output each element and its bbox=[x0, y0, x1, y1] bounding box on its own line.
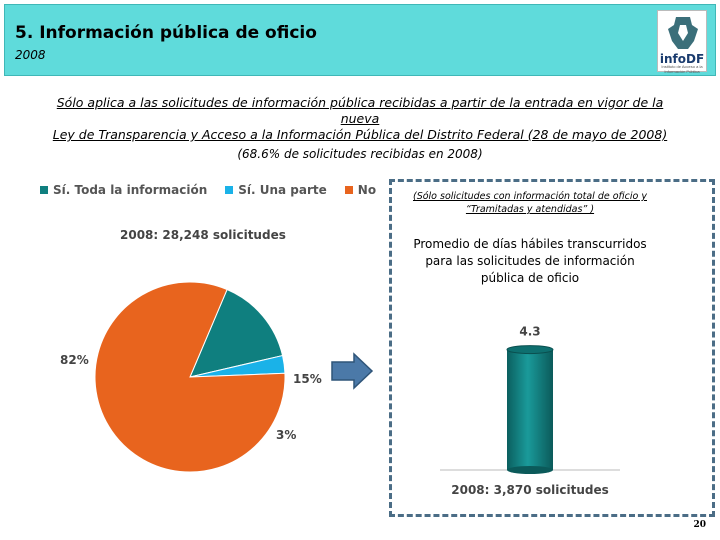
page-number: 20 bbox=[693, 520, 706, 530]
bar-chart: 4.3 bbox=[440, 325, 620, 474]
pie-slice-no bbox=[94, 281, 286, 473]
legend-swatch-orange bbox=[344, 186, 353, 194]
pie-label-toda: 15% bbox=[293, 372, 322, 386]
bar-heading-line-1: Promedio de días hábiles transcurridos bbox=[413, 237, 647, 251]
logo-subtext: Instituto de Acceso a la Información Púb… bbox=[661, 64, 703, 74]
logo-text: infoDF bbox=[659, 52, 705, 66]
right-arrow-icon bbox=[331, 352, 374, 390]
legend-label-parte: Sí. Una parte bbox=[238, 183, 327, 197]
legend-label-toda: Sí. Toda la información bbox=[53, 183, 208, 197]
panel-note-line-2: “Tramitadas y atendidas” ) bbox=[465, 204, 595, 215]
pie-label-no: 82% bbox=[60, 353, 89, 367]
bar-chart-title: 2008: 3,870 solicitudes bbox=[451, 483, 609, 497]
legend-item-parte: Sí. Una parte bbox=[225, 183, 327, 197]
pie-chart-title: 2008: 28,248 solicitudes bbox=[120, 228, 286, 242]
bar-2008 bbox=[507, 349, 553, 470]
pie-legend: Sí. Toda la información Sí. Una parte No bbox=[40, 183, 376, 197]
legend-item-toda: Sí. Toda la información bbox=[40, 183, 207, 197]
page-title: 5. Información pública de oficio bbox=[15, 23, 317, 43]
infodf-logo: infoDF Instituto de Acceso a la Informac… bbox=[657, 10, 707, 74]
page-year: 2008 bbox=[15, 48, 46, 62]
bar-heading-line-2: para las solicitudes de información bbox=[425, 254, 635, 268]
legend-label-no: No bbox=[357, 183, 377, 197]
pie-chart: 82% 15% 3% bbox=[60, 281, 322, 473]
panel-note: (Sólo solicitudes con información total … bbox=[400, 190, 660, 216]
description-line-1: Sólo aplica a las solicitudes de informa… bbox=[56, 95, 664, 126]
bar-2008-bottom bbox=[507, 466, 553, 474]
pie-label-parte: 3% bbox=[276, 428, 296, 442]
logo-emblem-icon bbox=[668, 17, 698, 49]
header-banner: 5. Información pública de oficio 2008 in… bbox=[4, 4, 716, 76]
legend-swatch-teal bbox=[40, 186, 48, 194]
office-info-panel bbox=[389, 179, 715, 517]
bar-chart-heading: Promedio de días hábiles transcurridos p… bbox=[405, 236, 655, 287]
panel-note-line-1: (Sólo solicitudes con información total … bbox=[412, 191, 647, 202]
scope-description: Sólo aplica a las solicitudes de informa… bbox=[40, 95, 680, 143]
percentage-note: (68.6% de solicitudes recibidas en 2008) bbox=[237, 147, 483, 161]
pie-slice-toda bbox=[189, 288, 284, 378]
legend-swatch-light-blue bbox=[225, 186, 234, 194]
bar-2008-top bbox=[506, 345, 554, 355]
legend-item-no: No bbox=[344, 183, 377, 197]
bar-value-label: 4.3 bbox=[519, 325, 540, 339]
description-line-2: Ley de Transparencia y Acceso a la Infor… bbox=[52, 127, 668, 142]
bar-heading-line-3: pública de oficio bbox=[480, 271, 580, 285]
